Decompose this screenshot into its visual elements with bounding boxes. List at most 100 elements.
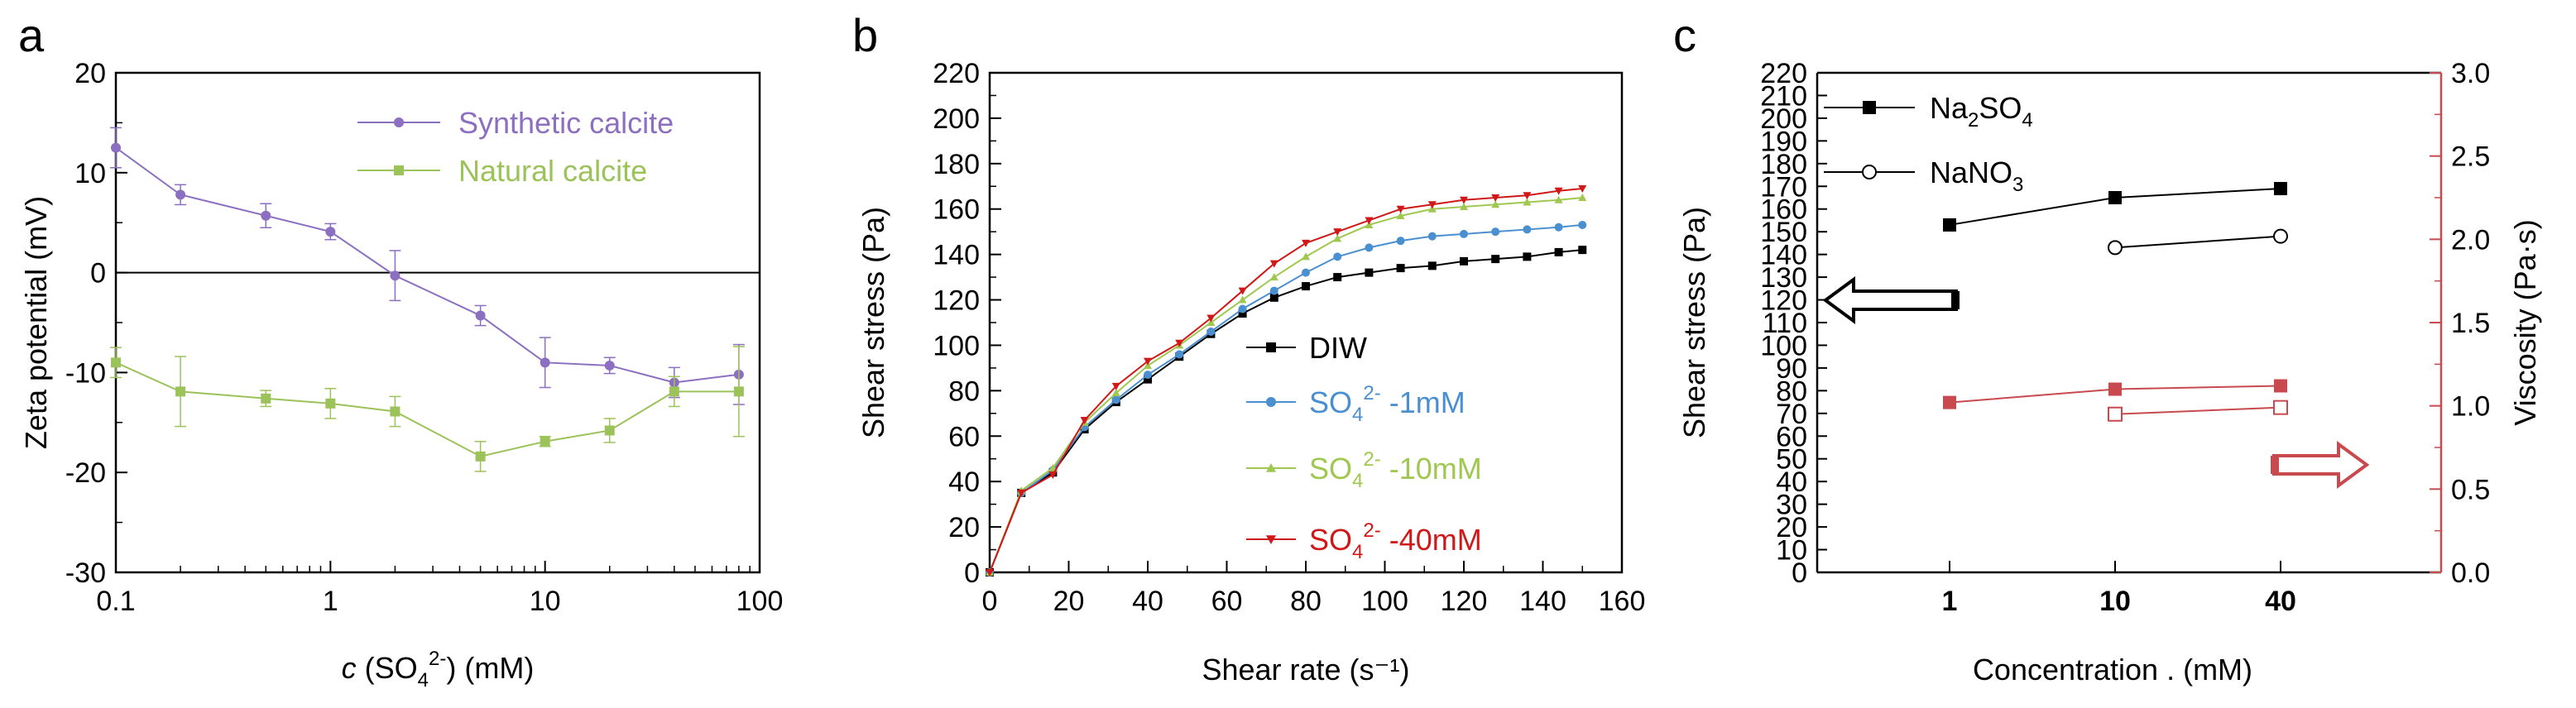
y-tick-label: 90 xyxy=(1776,353,1807,385)
data-point xyxy=(1206,314,1216,323)
data-point xyxy=(261,393,271,404)
panel-c-concentration-chart: 0102030405060708090100110120130140150160… xyxy=(1677,58,2542,686)
y-tick-label: -30 xyxy=(65,557,106,589)
legend-label-text: -40mM xyxy=(1381,523,1482,557)
series-line-0 xyxy=(115,146,739,384)
legend-label-sup: 2- xyxy=(1363,448,1380,471)
data-point xyxy=(2108,406,2123,422)
y2-tick-label: 3.0 xyxy=(2451,58,2490,89)
y-tick-label: 210 xyxy=(1760,80,1807,112)
panel-a-zeta-potential-chart: 0.1 1 10 100 -30 -20 -10 0 10 20 Synthetic calcite… xyxy=(19,58,783,691)
y-tick-label: 40 xyxy=(948,466,980,498)
legend-label-text: -1mM xyxy=(1381,385,1465,419)
y2-tick-label: 1.5 xyxy=(2451,308,2490,339)
data-point xyxy=(1048,471,1058,479)
series-line-1 xyxy=(115,361,739,457)
data-point xyxy=(1460,256,1468,266)
data-point xyxy=(1943,395,1956,409)
data-point xyxy=(1396,205,1405,213)
data-point xyxy=(1333,273,1342,282)
y-tick-label: 80 xyxy=(948,376,980,407)
data-point xyxy=(1333,234,1342,242)
legend-label-sub: 4 xyxy=(1352,404,1363,426)
x-axis-label-var: c xyxy=(342,651,357,685)
y2-tick-label: 2.0 xyxy=(2451,224,2490,256)
data-point xyxy=(1943,218,1956,232)
data-point xyxy=(2274,379,2287,393)
legend-label: NaNO3 xyxy=(1930,155,2023,196)
data-point xyxy=(2273,228,2288,244)
data-point xyxy=(669,386,679,397)
x-tick-label: 60 xyxy=(1211,586,1243,617)
data-point xyxy=(111,142,121,153)
y-tick-label: 110 xyxy=(1763,308,1807,339)
y-tick-label: 190 xyxy=(1760,126,1807,157)
series-line-3 xyxy=(989,188,1583,573)
data-point xyxy=(1269,293,1278,302)
x-tick-label: 80 xyxy=(1290,586,1322,617)
legend-label: Natural calcite xyxy=(458,154,647,188)
y-tick-label: 0 xyxy=(964,557,980,589)
legend-marker xyxy=(1266,463,1276,472)
panel-b-shear-stress-chart: 0 20 40 60 80 100 120 140 160 0 20 40 60 80 100 120 140 1… xyxy=(856,58,1645,686)
x-tick-label: 1 xyxy=(1942,586,1958,617)
data-point xyxy=(1302,282,1310,291)
y-tick-label: 60 xyxy=(948,421,980,452)
legend-label: SO42- -1mM xyxy=(1309,382,1465,426)
legend-label-text: Na xyxy=(1930,91,1969,125)
y-tick-label: 100 xyxy=(1760,330,1807,361)
data-point xyxy=(1491,194,1500,202)
data-point xyxy=(1144,375,1152,384)
series-line-1 xyxy=(2114,235,2281,249)
x-tick-label: 100 xyxy=(1361,586,1408,617)
data-point xyxy=(1365,217,1374,225)
legend-label-sub: 4 xyxy=(1352,541,1363,563)
data-point xyxy=(2108,240,2123,256)
data-point xyxy=(1554,187,1563,195)
y-tick-label: 140 xyxy=(933,240,980,271)
data-point xyxy=(475,310,486,321)
y-axis-label: Shear stress (Pa) xyxy=(1677,207,1711,438)
y-tick-label: 30 xyxy=(1776,490,1807,521)
data-point xyxy=(1491,255,1500,264)
data-point xyxy=(175,189,186,200)
data-point xyxy=(2108,191,2122,204)
x-axis-label-part: ) (mM) xyxy=(446,651,534,685)
y-tick-label: 150 xyxy=(1760,217,1807,248)
data-point xyxy=(1491,227,1500,237)
y-tick-label: 20 xyxy=(74,58,106,89)
x-tick-label: 0.1 xyxy=(96,586,135,617)
data-point xyxy=(1427,201,1437,209)
data-point xyxy=(2108,382,2122,396)
data-point xyxy=(325,227,336,237)
data-point xyxy=(1578,220,1587,229)
legend-marker xyxy=(1862,165,1877,179)
series-line-1 xyxy=(989,223,1583,573)
data-point xyxy=(1238,295,1247,304)
right-axis-arrow-tail-icon xyxy=(2271,456,2279,474)
data-point xyxy=(325,398,336,409)
legend-label-text: SO xyxy=(1979,91,2022,125)
legend-marker xyxy=(1266,535,1276,544)
x-tick-label: 0 xyxy=(982,586,998,617)
x-tick-label: 120 xyxy=(1441,586,1488,617)
data-point xyxy=(1554,247,1563,256)
data-point xyxy=(2273,399,2288,415)
y-tick-label: 160 xyxy=(1760,194,1807,226)
y2-tick-label: 1.0 xyxy=(2451,391,2490,423)
series-line-2 xyxy=(989,197,1583,573)
legend-label: Synthetic calcite xyxy=(458,106,674,140)
y-tick-label: 80 xyxy=(1776,376,1807,407)
x-tick-label: 40 xyxy=(2265,586,2296,617)
data-point xyxy=(1111,389,1120,397)
data-point xyxy=(1523,225,1532,234)
y-tick-label: 50 xyxy=(1776,444,1807,476)
data-point xyxy=(111,357,121,368)
data-point xyxy=(1111,382,1120,390)
x-axis-label-sub: 4 xyxy=(418,669,429,691)
series-line-3 xyxy=(2114,406,2281,415)
data-point xyxy=(390,406,401,417)
y-axis-label: Zeta potential (mV) xyxy=(19,196,53,449)
data-point xyxy=(1144,357,1152,366)
y-tick-label: 120 xyxy=(1760,285,1807,317)
